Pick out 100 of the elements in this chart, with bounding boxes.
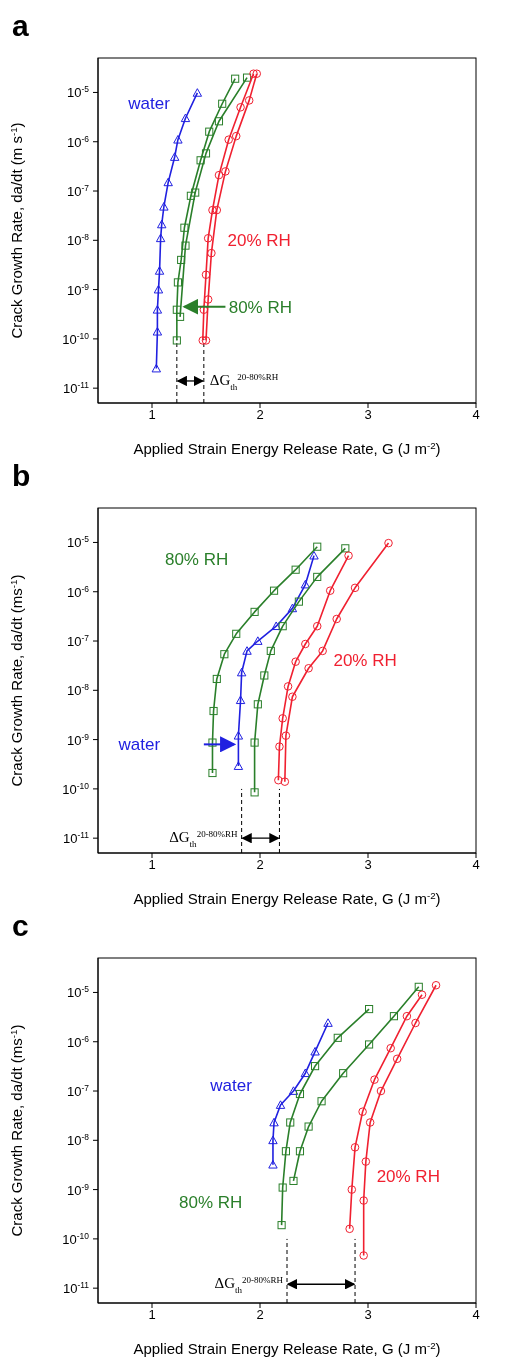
point — [365, 1005, 374, 1014]
point — [291, 657, 300, 667]
point — [242, 646, 252, 655]
x-tick-label: 4 — [472, 857, 480, 873]
point — [181, 241, 190, 250]
point — [212, 674, 221, 684]
y-tick-label: 10$^{-10}$ — [62, 1230, 90, 1247]
point — [260, 671, 269, 680]
point — [313, 572, 322, 581]
point — [291, 565, 300, 574]
point — [344, 551, 353, 560]
series-label: 20% RH — [227, 231, 291, 251]
point — [411, 1018, 420, 1028]
point — [341, 544, 350, 553]
point — [235, 695, 246, 705]
point — [268, 1160, 278, 1169]
point — [294, 597, 303, 606]
point — [173, 278, 182, 287]
point — [214, 117, 224, 126]
text: water — [117, 735, 161, 755]
y-tick-label: 10$^{-5}$ — [67, 984, 90, 1001]
point — [208, 768, 217, 778]
point — [402, 1011, 412, 1021]
point — [250, 738, 259, 747]
point — [191, 188, 200, 197]
x-tick-label: 3 — [364, 1307, 372, 1323]
point — [198, 336, 208, 345]
point — [283, 682, 293, 691]
point — [186, 191, 195, 200]
x-tick-label: 1 — [148, 1307, 156, 1323]
point — [269, 1117, 279, 1127]
point — [286, 1118, 295, 1127]
text: 80% RH — [164, 550, 229, 570]
series-label: water — [209, 1076, 253, 1096]
x-tick-label: 1 — [148, 857, 156, 873]
point — [289, 1176, 298, 1185]
point — [152, 305, 163, 314]
point — [345, 1224, 354, 1234]
y-tick-label: 10$^{-6}$ — [67, 583, 90, 600]
point — [203, 233, 213, 243]
point — [172, 305, 181, 314]
point — [274, 775, 283, 785]
y-tick-label: 10$^{-9}$ — [67, 1181, 90, 1198]
point — [201, 336, 211, 345]
point — [163, 177, 173, 187]
point — [414, 982, 423, 991]
point — [218, 99, 227, 108]
point — [224, 135, 233, 144]
point — [376, 1086, 386, 1096]
point — [278, 714, 287, 723]
chart-title: c — [11, 908, 30, 944]
x-tick-label: 4 — [472, 407, 480, 423]
point — [318, 646, 327, 656]
point — [157, 219, 167, 229]
legend-label: 80% RH — [228, 297, 292, 317]
point — [203, 295, 213, 304]
point — [389, 1012, 398, 1021]
y-tick-label: 10$^{-8}$ — [67, 1132, 90, 1149]
point — [275, 742, 284, 751]
point — [280, 777, 290, 786]
y-tick-label: 10$^{-8}$ — [67, 682, 90, 699]
point — [253, 700, 262, 709]
y-tick-label: 10$^{-10}$ — [62, 330, 90, 347]
point — [207, 248, 216, 258]
point — [177, 255, 186, 264]
point — [201, 149, 211, 158]
point — [386, 1043, 395, 1053]
y-tick-label: 10$^{-9}$ — [67, 731, 90, 748]
x-tick-label: 2 — [256, 1307, 264, 1323]
point — [250, 607, 259, 616]
point — [271, 621, 281, 631]
point — [199, 305, 209, 315]
point — [339, 1069, 348, 1078]
point — [370, 1075, 379, 1084]
point — [350, 1143, 360, 1152]
point — [384, 538, 393, 548]
point — [208, 738, 217, 747]
point — [242, 73, 252, 82]
point — [236, 667, 247, 677]
point — [233, 761, 244, 770]
y-tick-label: 10$^{-6}$ — [67, 1033, 90, 1050]
x-tick-label: 3 — [364, 407, 372, 423]
point — [359, 1251, 368, 1260]
point — [312, 621, 322, 631]
point — [221, 167, 230, 176]
point — [313, 542, 322, 551]
series-label: 20% RH — [376, 1166, 440, 1186]
point — [323, 1018, 333, 1027]
point — [288, 692, 297, 702]
y-tick-label: 10$^{-11}$ — [62, 830, 90, 847]
x-axis-title: Applied Strain Energy Release Rate, G (J m$^{-2}$) — [133, 1339, 441, 1357]
point — [431, 980, 441, 990]
point — [250, 788, 259, 797]
point — [231, 74, 240, 83]
y-tick-label: 10$^{-11}$ — [62, 1280, 90, 1297]
point — [231, 131, 241, 141]
point — [169, 152, 180, 161]
x-axis-title: Applied Strain Energy Release Rate, G (J m$^{-2}$) — [133, 889, 441, 907]
x-tick-label: 3 — [364, 857, 372, 873]
point — [359, 1196, 368, 1205]
